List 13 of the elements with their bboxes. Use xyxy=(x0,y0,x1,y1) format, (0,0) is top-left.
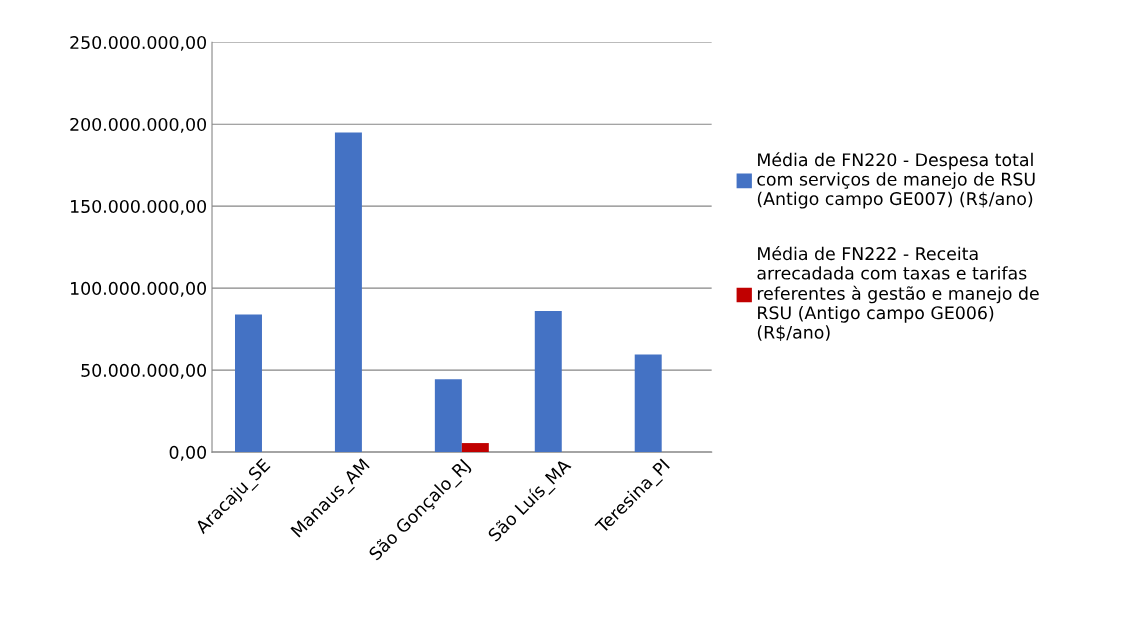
legend-label: Média de FN222 - Receita arrecadada com taxas e tarifas referentes à gestão e manejo de RSU (Antigo campo GE006) (R$/ano) xyxy=(757,246,1039,342)
y-tick-label: 200.000.000,00 xyxy=(70,117,206,133)
bar xyxy=(534,311,562,453)
bar xyxy=(634,354,662,453)
y-tick-label: 50.000.000,00 xyxy=(81,363,206,379)
bar xyxy=(434,379,462,453)
y-tick-label: 250.000.000,00 xyxy=(70,35,206,51)
y-tick-label: 150.000.000,00 xyxy=(71,199,206,215)
bar xyxy=(234,314,262,453)
bar xyxy=(334,132,362,453)
bar xyxy=(461,443,489,453)
y-tick-label: 100.000.000,00 xyxy=(71,281,206,297)
legend-label: Média de FN220 - Despesa total com serviços de manejo de RSU (Antigo campo GE007) (R$/ano) xyxy=(757,152,1035,209)
